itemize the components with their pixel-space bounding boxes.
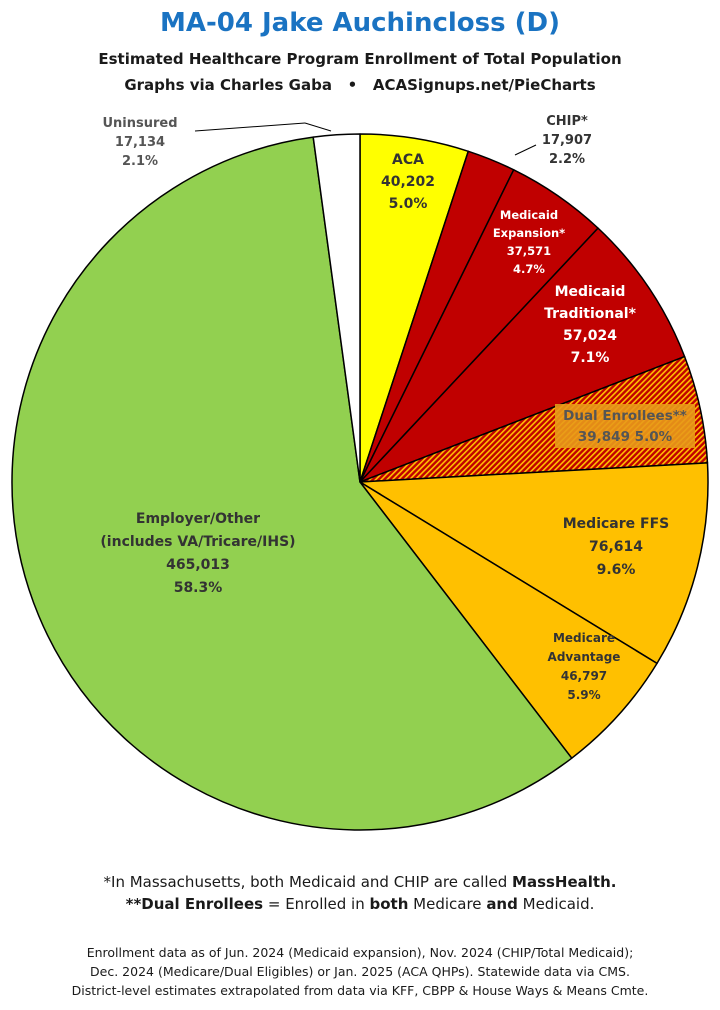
footnote-dual-both: both [369,895,409,913]
credit-bullet: • [347,76,358,94]
chart-title: MA-04 Jake Auchincloss (D) [159,8,561,38]
slice-label-line: CHIP* [546,114,588,129]
slice-label-line: 40,202 [381,174,435,190]
slice-label-line: Advantage [548,650,621,664]
slice-label-line: 2.2% [549,152,585,167]
slice-label-medicaid-traditional: Medicaid Traditional* 57,024 7.1% [544,284,637,366]
slice-label-uninsured: Uninsured 17,134 2.1% [102,116,177,169]
slice-label-line: 4.7% [513,262,545,276]
credit-author: Graphs via Charles Gaba [124,76,332,94]
source-notes: Enrollment data as of Jun. 2024 (Medicai… [0,943,720,1000]
slice-label-line: 37,571 [507,244,551,258]
slice-label-line: Medicare FFS [563,516,669,532]
slice-label-line: Expansion* [493,226,565,240]
slice-label-line: 9.6% [597,562,636,578]
slice-label-line: Dual Enrollees** [563,408,687,424]
slice-labels: ACA 40,202 5.0% CHIP* 17,907 2.2% Medicaid Expa… [100,114,695,702]
slice-label-medicare-ffs: Medicare FFS 76,614 9.6% [563,516,669,578]
credit-line: Graphs via Charles Gaba • ACASignups.net… [0,76,720,94]
slice-label-line: ACA [392,152,424,168]
slice-label-line: Medicaid [500,208,558,222]
chart-subtitle: Estimated Healthcare Program Enrollment … [98,50,622,68]
slice-label-line: 5.9% [567,688,600,702]
slice-label-line: 5.0% [389,196,428,212]
pie-slice-medicare-advantage [359,481,658,759]
leader-line [304,122,332,132]
slice-label-line: Medicare [553,631,615,645]
slice-label-line: Employer/Other [136,511,260,527]
slice-label-line: 2.1% [122,154,158,169]
slice-label-line: 58.3% [174,580,223,596]
source-note-line: District-level estimates extrapolated fr… [71,983,649,998]
slice-label-employer-other-includes-va-tricare-ihs: Employer/Other (includes VA/Tricare/IHS) 4… [100,511,295,596]
slice-label-line: 17,134 [115,135,165,150]
footnote-masshealth: *In Massachusetts, both Medicaid and CHI… [0,873,720,891]
leader-lines [194,122,537,156]
dual-enrollees-label-background [555,404,695,448]
pie-slice-employer-other-includes-va-tricare-ihs [11,136,573,831]
slice-label-line: Medicaid [555,284,626,300]
footnote-dual-text-2: Medicare [408,895,487,913]
slice-label-line: 76,614 [589,539,643,555]
source-note-line: Enrollment data as of Jun. 2024 (Medicai… [86,945,634,960]
pie-slice-uninsured [312,133,361,483]
slice-label-chip: CHIP* 17,907 2.2% [542,114,592,167]
slice-label-line: 7.1% [571,350,610,366]
source-note-line: Dec. 2024 (Medicare/Dual Eligibles) or J… [90,964,630,979]
footnote-dual-text-3: Medicaid. [517,895,595,913]
slice-label-line: 46,797 [561,669,607,683]
slice-label-dual-enrollees: Dual Enrollees** 39,849 5.0% [563,408,687,445]
slice-label-aca: ACA 40,202 5.0% [381,152,435,212]
slice-label-medicaid-expansion: Medicaid Expansion* 37,571 4.7% [493,208,565,276]
slice-label-medicare-advantage: Medicare Advantage 46,797 5.9% [548,631,621,702]
slice-label-line: (includes VA/Tricare/IHS) [100,534,295,550]
footnote-masshealth-text: *In Massachusetts, both Medicaid and CHI… [103,873,513,891]
footnote-dual-text-1: = Enrolled in [263,895,370,913]
leader-line [194,122,306,132]
footnote-masshealth-bold: MassHealth. [512,873,617,891]
slice-label-line: 465,013 [166,557,230,573]
pie-slice-medicaid-traditional [359,227,686,483]
pie-slices [11,133,709,831]
pie-chart: ACA 40,202 5.0% CHIP* 17,907 2.2% Medicaid Expa… [11,114,709,831]
leader-line [514,144,537,156]
pie-slice-medicare-ffs [359,462,709,665]
slice-label-line: Traditional* [544,306,637,322]
slice-label-line: 57,024 [563,328,617,344]
footnote-dual-term: **Dual Enrollees [125,895,264,913]
slice-label-line: 17,907 [542,133,592,148]
slice-label-line: Uninsured [102,116,177,131]
footnote-dual-and: and [486,895,518,913]
footnote-dual: **Dual Enrollees = Enrolled in both Medi… [0,895,720,913]
slice-label-line: 39,849 5.0% [578,429,673,445]
credit-url: ACASignups.net/PieCharts [372,76,596,94]
